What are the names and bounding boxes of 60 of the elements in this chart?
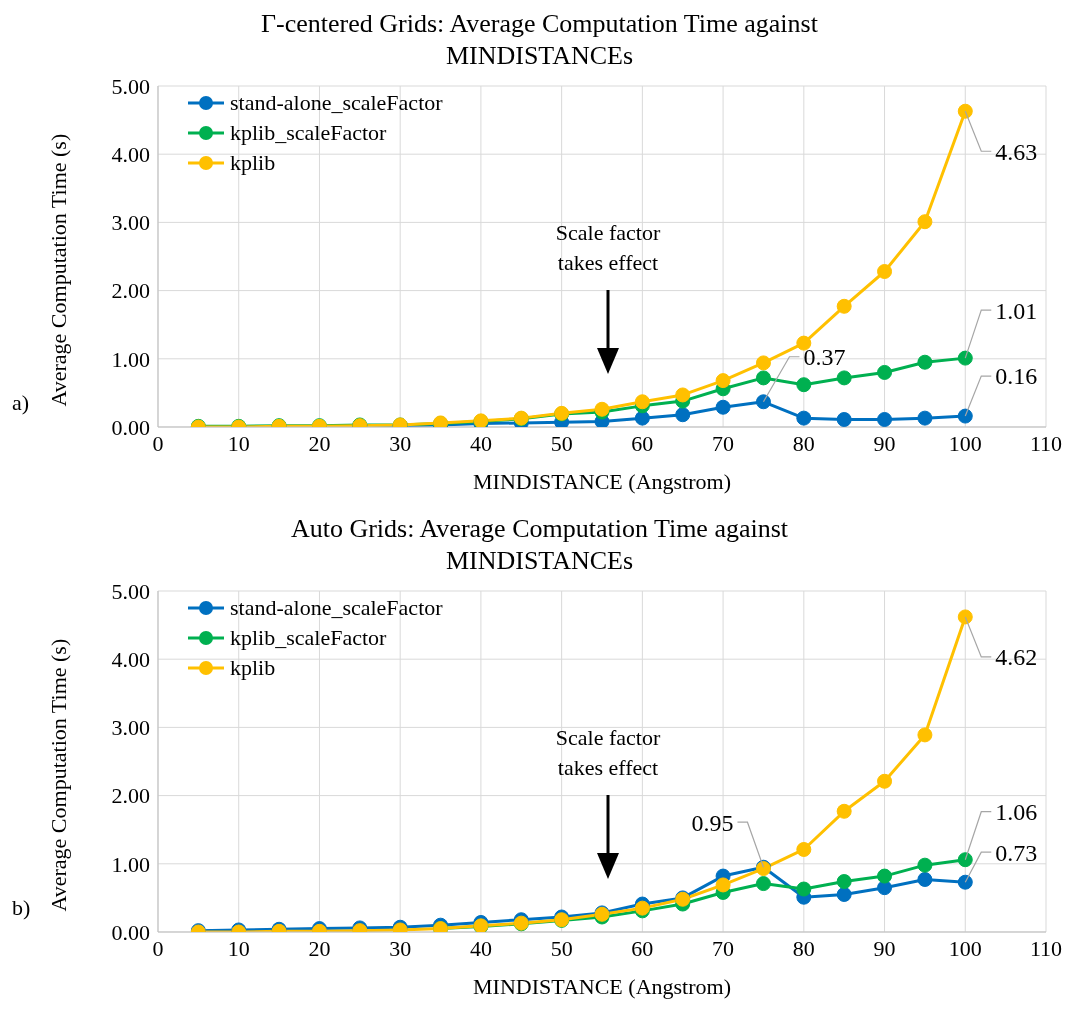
annotation: Scale factor takes effect	[554, 724, 662, 782]
y-tick-label: 3.00	[111, 715, 150, 741]
y-tick-label: 4.00	[111, 647, 150, 673]
annotation: Scale factor takes effect	[554, 219, 662, 277]
y-tick-label: 2.00	[111, 278, 150, 304]
x-tick-label: 40	[469, 430, 492, 456]
data-label: 0.37	[803, 344, 846, 371]
legend-label: kplib	[230, 149, 276, 177]
x-tick-label: 60	[631, 935, 654, 961]
legend-label: stand-alone_scaleFactor	[230, 594, 443, 622]
x-tick-label: 70	[712, 430, 735, 456]
y-tick-label: 0.00	[111, 919, 150, 945]
legend-label: kplib_scaleFactor	[230, 119, 387, 147]
x-tick-label: 30	[389, 430, 412, 456]
x-tick-label: 40	[469, 935, 492, 961]
legend-label: stand-alone_scaleFactor	[230, 89, 443, 117]
x-tick-label: 90	[873, 935, 896, 961]
data-label: 1.06	[995, 799, 1038, 826]
y-tick-label: 3.00	[111, 210, 150, 236]
text: a)	[12, 390, 30, 416]
x-tick-label: 10	[227, 935, 250, 961]
x-axis-title: MINDISTANCE (Angstrom)	[473, 974, 731, 999]
x-tick-label: 20	[308, 430, 331, 456]
data-label: 4.63	[995, 138, 1038, 165]
x-tick-label: 100	[948, 430, 982, 456]
x-tick-label: 90	[873, 430, 896, 456]
x-tick-label: 60	[631, 430, 654, 456]
x-tick-label: 50	[550, 430, 573, 456]
y-tick-label: 1.00	[111, 346, 150, 372]
legend-label: kplib	[230, 654, 276, 682]
y-tick-label: 1.00	[111, 851, 150, 877]
x-axis-title: MINDISTANCE (Angstrom)	[473, 469, 731, 494]
chart-title: Auto Grids: Average Computation Time against MINDISTANCEs	[289, 513, 790, 577]
x-tick-label: 20	[308, 935, 331, 961]
y-tick-label: 0.00	[111, 414, 150, 440]
x-tick-label: 0	[152, 935, 164, 961]
data-label: 0.95	[691, 809, 734, 836]
x-tick-label: 110	[1029, 935, 1063, 961]
y-tick-label: 5.00	[111, 578, 150, 604]
x-tick-label: 80	[792, 430, 815, 456]
y-axis-title: Average Computation Time (s)	[45, 133, 71, 407]
data-label: 0.73	[995, 839, 1038, 866]
x-tick-label: 0	[152, 430, 164, 456]
x-tick-label: 70	[712, 935, 735, 961]
x-tick-label: 50	[550, 935, 573, 961]
data-label: 4.62	[995, 644, 1038, 671]
y-axis-title: Average Computation Time (s)	[45, 638, 71, 912]
legend-label: kplib_scaleFactor	[230, 624, 387, 652]
data-label: 0.16	[995, 363, 1038, 390]
data-label: 1.01	[995, 297, 1038, 324]
x-tick-label: 30	[389, 935, 412, 961]
text: b)	[12, 895, 31, 921]
y-tick-label: 2.00	[111, 783, 150, 809]
x-tick-label: 110	[1029, 430, 1063, 456]
y-tick-label: 5.00	[111, 73, 150, 99]
x-tick-label: 100	[948, 935, 982, 961]
x-tick-label: 80	[792, 935, 815, 961]
x-tick-label: 10	[227, 430, 250, 456]
y-tick-label: 4.00	[111, 142, 150, 168]
chart-title: Γ-centered Grids: Average Computation Time against MINDISTANCEs	[260, 8, 819, 72]
